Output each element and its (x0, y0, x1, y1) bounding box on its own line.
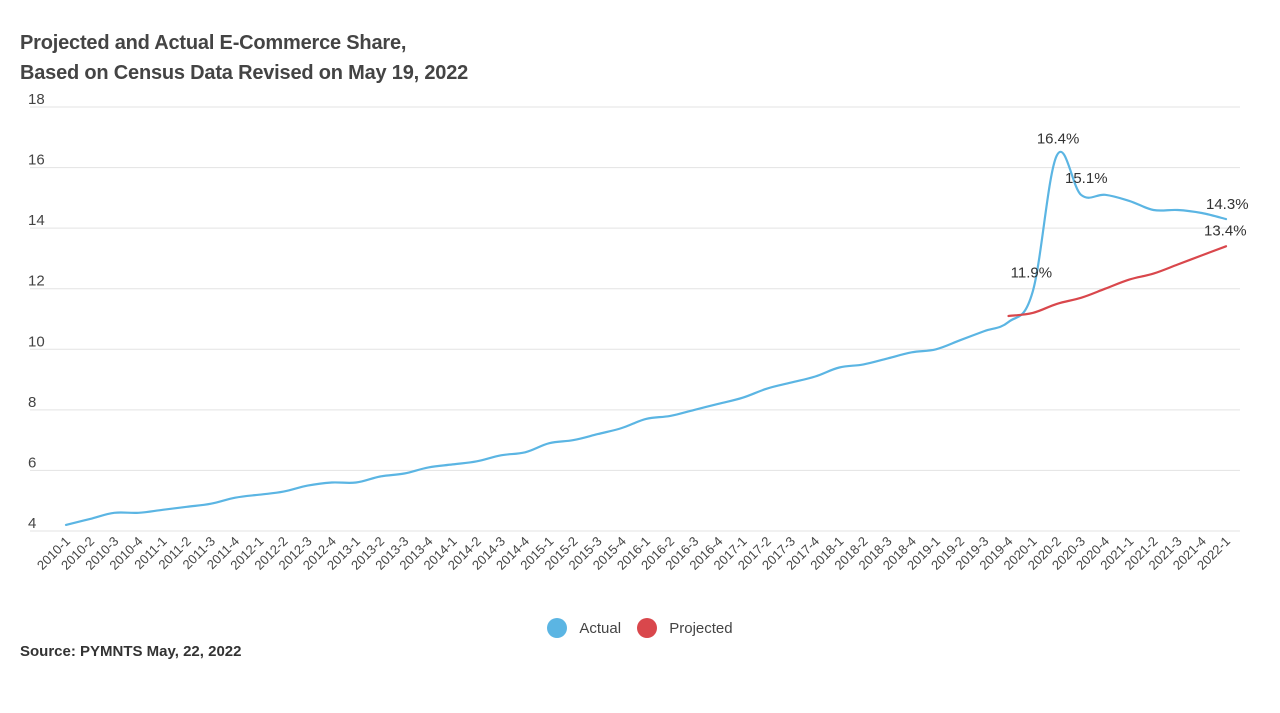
y-axis-tick-labels: 4 6 8 10 12 14 16 18 (28, 91, 45, 532)
y-tick-label: 6 (28, 454, 36, 471)
y-tick-label: 18 (28, 91, 45, 108)
source-note: Source: PYMNTS May, 22, 2022 (20, 643, 242, 660)
data-labels: 11.9% 16.4% 15.1% 14.3% 13.4% (1011, 130, 1249, 281)
data-label: 15.1% (1065, 170, 1108, 187)
legend-item-actual[interactable]: Actual (547, 618, 621, 638)
y-tick-label: 12 (28, 273, 45, 290)
grid-lines (30, 106, 1240, 532)
chart-title: Projected and Actual E-Commerce Share, (20, 32, 407, 54)
x-axis-tick-labels: 2010-12010-22010-32010-42011-12011-22011… (34, 534, 1233, 573)
legend: Actual Projected (0, 618, 1280, 642)
y-tick-label: 16 (28, 152, 45, 169)
y-tick-label: 4 (28, 515, 36, 532)
y-tick-label: 8 (28, 394, 36, 411)
data-label: 14.3% (1206, 196, 1249, 213)
chart-subtitle: Based on Census Data Revised on May 19, … (20, 62, 469, 84)
y-tick-label: 10 (28, 333, 45, 350)
data-label: 13.4% (1204, 222, 1247, 239)
legend-label-projected: Projected (669, 619, 733, 637)
legend-marker-projected (637, 618, 658, 638)
legend-item-projected[interactable]: Projected (637, 618, 733, 638)
legend-label-actual: Actual (579, 619, 622, 637)
series-lines (64, 150, 1228, 526)
legend-marker-actual (547, 618, 568, 638)
y-tick-label: 14 (28, 212, 45, 229)
series-line-actual (64, 150, 1228, 526)
series-line-projected (1007, 245, 1228, 318)
data-label: 11.9% (1011, 265, 1052, 282)
data-label: 16.4% (1037, 130, 1080, 147)
